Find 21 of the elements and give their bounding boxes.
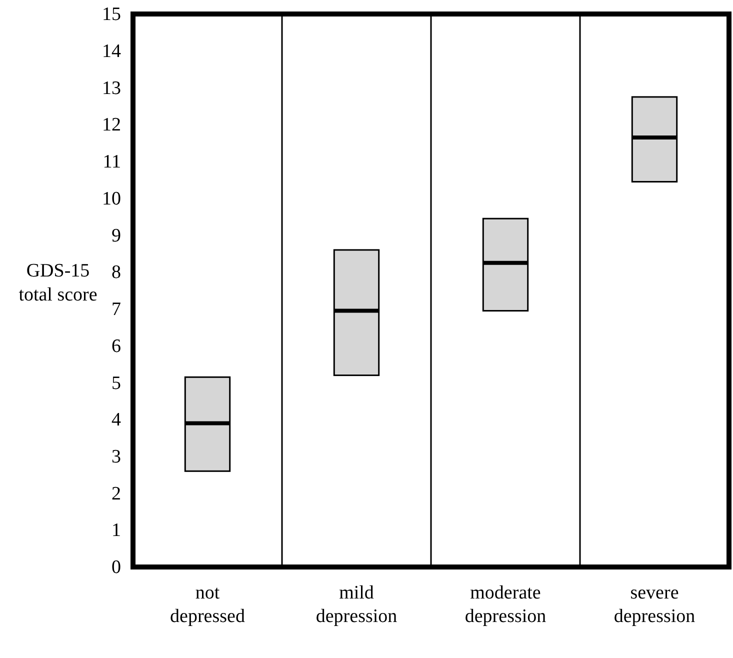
y-tick-label: 15 xyxy=(102,4,121,26)
y-tick-label: 2 xyxy=(112,483,121,504)
y-tick-label: 1 xyxy=(112,520,121,542)
y-tick-label: 12 xyxy=(102,114,121,136)
y-tick-label: 9 xyxy=(112,225,121,246)
y-tick-label: 7 xyxy=(112,299,121,320)
y-tick-label: 0 xyxy=(112,557,121,578)
y-tick-label: 13 xyxy=(102,78,121,99)
y-tick-label: 4 xyxy=(112,410,122,431)
x-tick-label: mild depression xyxy=(316,582,398,628)
x-tick-label: not depressed xyxy=(170,582,246,628)
y-tick-label: 5 xyxy=(112,372,121,394)
x-tick-label: severe depression xyxy=(614,582,696,628)
y-tick-label: 11 xyxy=(102,152,121,173)
y-tick-label: 14 xyxy=(102,40,122,62)
y-axis-title: GDS-15 total score xyxy=(18,260,98,306)
y-tick-label: 6 xyxy=(112,336,121,357)
y-tick-label: 10 xyxy=(102,188,121,210)
x-tick-label: moderate depression xyxy=(464,582,547,628)
y-tick-label: 8 xyxy=(112,262,121,284)
y-tick-label: 3 xyxy=(112,446,121,468)
